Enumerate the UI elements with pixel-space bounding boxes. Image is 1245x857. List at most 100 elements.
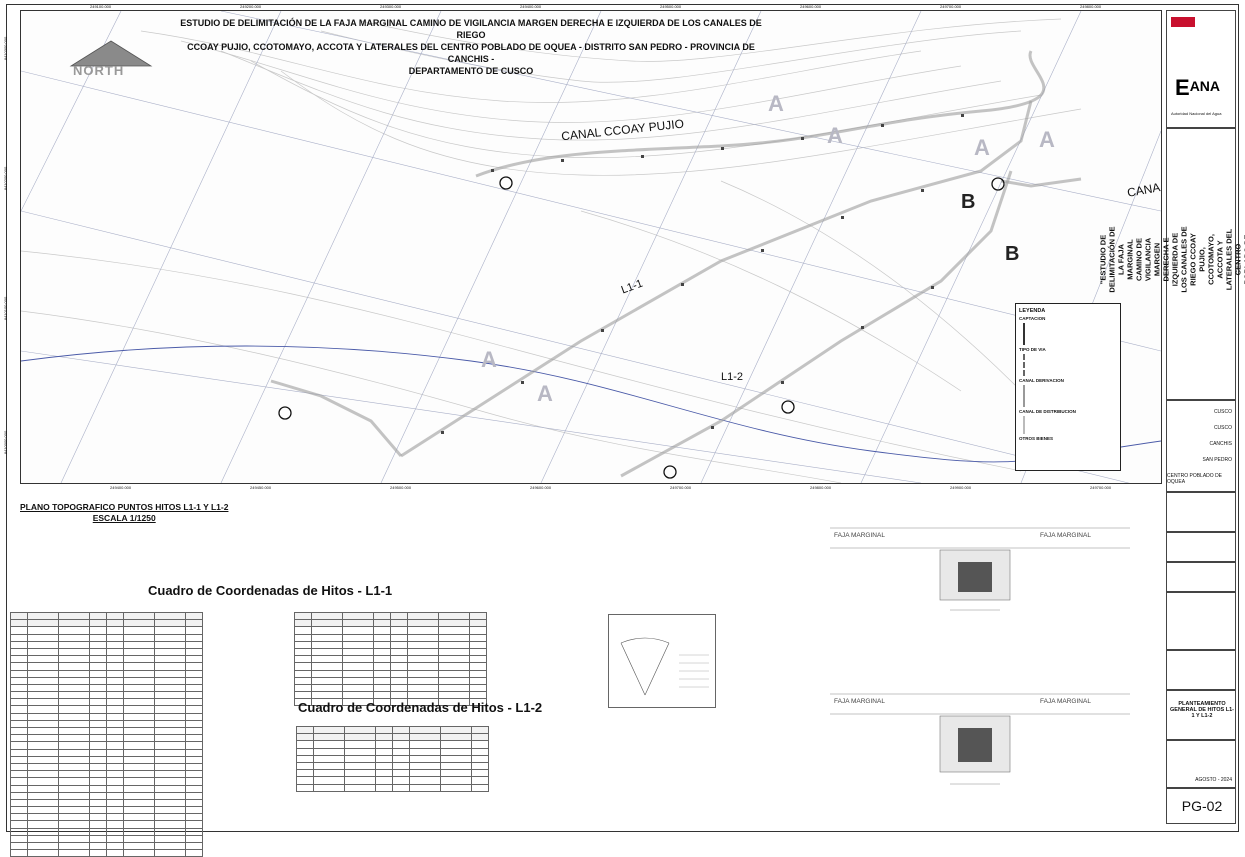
x-tick-bottom: 249800.000 [810,485,831,490]
cross-section-top: FAJA MARGINAL FAJA MARGINAL [820,520,1140,640]
table-row [11,771,203,778]
table-row [295,670,487,677]
lamina-block: PLANTEAMIENTO GENERAL DE HITOS L1-1 Y L1… [1166,690,1236,740]
table-row [11,641,203,648]
table-row [295,641,487,648]
x-tick: 249600.000 [800,4,821,9]
region-value: CUSCO [1214,409,1232,415]
table-row [11,692,203,699]
zone-a-label: A [974,135,990,161]
table-row [11,763,203,770]
table-row [11,821,203,828]
legend-canal-derivacion: CANAL DERIVACION [1019,378,1117,383]
lamina-title: PLANTEAMIENTO GENERAL DE HITOS L1-1 Y L1… [1170,701,1234,719]
x-tick-bottom: 249400.000 [110,485,131,490]
coordinate-grid [294,612,487,706]
table-row [297,777,489,784]
x-tick: 249700.000 [940,4,961,9]
faja-marginal-left: FAJA MARGINAL [834,698,885,705]
plano-scale: ESCALA 1/1250 [20,513,228,524]
table-row [295,663,487,670]
map-title: ESTUDIO DE DELIMITACIÓN DE LA FAJA MARGI… [171,17,771,77]
x-tick: 249400.000 [520,4,541,9]
table-row [297,770,489,777]
table-row [295,692,487,699]
table-row [11,656,203,663]
plano-caption: PLANO TOPOGRAFICO PUNTOS HITOS L1-1 Y L1… [20,502,228,524]
tech-block-1 [1166,492,1236,532]
table-row [297,727,489,734]
table-row [11,699,203,706]
table-row [295,613,487,620]
fecha-value: AGOSTO - 2024 [1195,777,1232,783]
table-row [11,850,203,857]
table-row [297,741,489,748]
legend-captacion: CAPTACION [1019,316,1117,321]
tech-block-2 [1166,532,1236,562]
departamento-value: CUSCO [1214,425,1232,431]
table-row [295,648,487,655]
table-row [295,656,487,663]
centro-value: CENTRO POBLADO DE OQUEA [1167,473,1232,485]
table-row [11,735,203,742]
table-row [11,620,203,627]
agency-logo: EANA [1175,75,1220,101]
x-tick-bottom: 249600.000 [530,485,551,490]
table-row [11,648,203,655]
x-tick: 249500.000 [660,4,681,9]
distrito-value: SAN PEDRO [1203,457,1232,463]
sheet-number-block: PG-02 [1166,788,1236,824]
topographic-map: ESTUDIO DE DELIMITACIÓN DE LA FAJA MARGI… [20,10,1162,484]
line-l1-2-label: L1-2 [721,371,743,383]
north-label: NORTH [73,63,124,78]
faja-marginal-right: FAJA MARGINAL [1040,698,1091,705]
sheet-number: PG-02 [1167,798,1237,814]
table-row [11,634,203,641]
x-tick: 249300.000 [380,4,401,9]
table-row [297,762,489,769]
table-row [11,706,203,713]
table-row [295,677,487,684]
zone-a-label: A [537,381,553,407]
table-row [11,749,203,756]
title-block: EANA Autoridad Nacional del Agua "ESTUDI… [1166,10,1236,825]
contour-lines [21,11,1161,483]
table-row [297,748,489,755]
legend-otros-bienes: OTROS BIENES [1019,436,1117,441]
table-row [297,784,489,791]
table-row [11,785,203,792]
table-row [11,613,203,620]
table-row [11,799,203,806]
table-row [11,742,203,749]
legend-title: LEYENDA [1019,308,1117,314]
table-row [11,835,203,842]
x-tick-bottom: 249900.000 [950,485,971,490]
table-row [11,756,203,763]
table-row [11,828,203,835]
agency-name: Autoridad Nacional del Agua [1171,111,1221,116]
table-row [295,634,487,641]
coordinate-grid [296,726,489,792]
table-row [11,843,203,850]
zone-a-label: A [768,91,784,117]
table-row [11,670,203,677]
table-row [11,792,203,799]
provincia-value: CANCHIS [1209,441,1232,447]
tech-block-5 [1166,650,1236,690]
table-row [11,814,203,821]
curve-element-box [608,614,716,708]
table-row [295,620,487,627]
legend-canal-distribucion: CANAL DE DISTRIBUCION [1019,409,1117,414]
table-row [11,728,203,735]
legend-tipo-via: TIPO DE VIA [1019,347,1117,352]
x-tick-bottom: 249450.000 [250,485,271,490]
map-legend: LEYENDA CAPTACION TIPO DE VIA CANAL DERI… [1015,303,1121,471]
x-tick: 249100.000 [90,4,111,9]
agency-block: EANA Autoridad Nacional del Agua [1166,10,1236,128]
table1-title: Cuadro de Coordenadas de Hitos - L1-1 [148,583,392,598]
peru-flag-icon [1171,17,1195,27]
plano-title: PLANO TOPOGRAFICO PUNTOS HITOS L1-1 Y L1… [20,502,228,513]
y-tick: 8410200.000 [3,167,8,190]
table-row [11,663,203,670]
location-block: CUSCO CUSCO CANCHIS SAN PEDRO CENTRO POB… [1166,400,1236,492]
